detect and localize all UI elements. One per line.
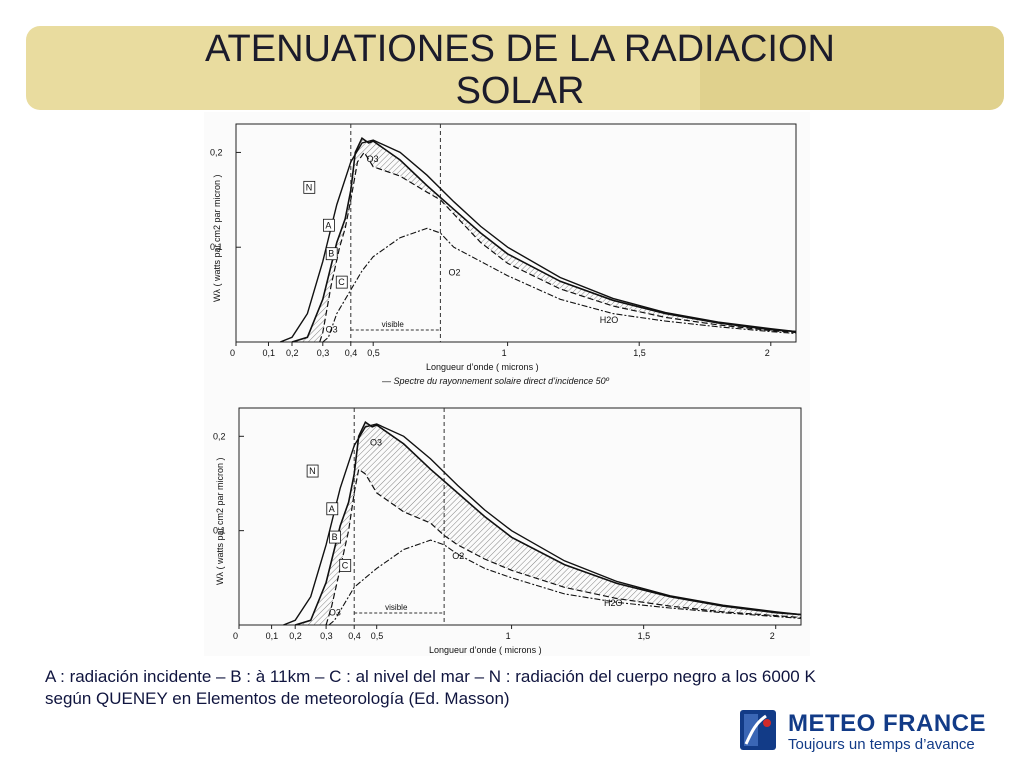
chart1-series-label-box-b [325,247,338,261]
logo-tagline: Toujours un temps d’avance [788,736,975,753]
chart1-series-b [319,151,797,343]
chart1-series-label-n: N [306,182,313,192]
chart2-x-tick-label: 0,1 [266,631,279,641]
chart1-series-label-box-c [335,275,348,289]
chart2-series-label-a: A [329,504,335,514]
chart1-x-tick-label: 0,5 [367,348,380,358]
chart2-series-label-box-c [339,558,352,572]
chart1-series-label-b: B [328,249,334,259]
chart1-x-axis-label: Longueur d’onde ( microns ) [426,362,539,372]
chart2-plot-frame [238,407,802,626]
chart2-x-axis-label: Longueur d’onde ( microns ) [429,645,542,655]
chart1-absorption-hatch [292,138,796,342]
chart1-x-tick-label: 2 [765,348,770,358]
slide-title: ATENUATIONES DE LA RADIACION SOLAR [160,28,880,112]
chart1-band-label-o3-1: O3 [326,325,338,335]
chart1-y-tick-label: 0,1 [210,242,223,252]
caption-line1: A : radiación incidente – B : à 11km – C… [45,667,816,686]
chart1-band-label-h2o-3: H2O [600,315,619,325]
slide-title-line1: ATENUATIONES DE LA RADIACION [205,28,835,70]
chart2-series-label-box-b [329,530,341,544]
chart2-y-tick-label: 0,1 [213,526,226,536]
chart2-x-tick-label: 0,2 [289,631,302,641]
slide-title-line2: SOLAR [455,70,585,112]
caption-line2: según QUENEY en Elementos de meteorologí… [45,689,510,708]
chart2-x-tick-label: 2 [770,631,775,641]
chart2-series-label-box-n [306,464,319,478]
chart2-band-label-o3-1: O3 [329,608,341,618]
logo-name: METEO FRANCE [788,710,986,737]
chart2-series-label-c: C [342,560,349,570]
chart2-series-label-n: N [309,466,316,476]
chart2-series-n [283,423,802,626]
chart1-series-label-box-n [303,180,316,194]
chart1-x-tick-label: 0,1 [262,348,275,358]
chart1-band-label-o2-2: O2 [448,268,460,278]
chart1-x-tick-label: 0 [230,348,235,358]
chart1-series-n [279,139,797,343]
chart2-series-b [325,468,802,626]
chart2-x-tick-label: 0,5 [371,631,384,641]
chart2-x-tick-label: 0,3 [320,631,333,641]
chart2-series-label-b: B [332,532,338,542]
chart2-series-a [294,421,802,626]
chart2-x-tick-label: 0,4 [348,631,361,641]
chart2-series-label-box-a [326,502,339,516]
chart2-visible-label: visible [385,603,408,612]
chart1-series-label-a: A [325,220,331,230]
chart2-x-tick-label: 1,5 [638,631,651,641]
title-banner-shade [700,26,1004,110]
slide-caption: A : radiación incidente – B : à 11km – C… [45,666,985,710]
chart1-series-a [291,136,797,343]
spectrum-charts: visible N A B C O3 O3 O2 H2O 0 0,1 0,2 0,3 0,4 0,5 1 1,5… [210,123,802,655]
chart2-x-tick-label: 1 [506,631,511,641]
chart1-y-tick-label: 0,2 [210,147,223,157]
chart1-x-tick-label: 0,3 [317,348,330,358]
chart2-band-label-o2-2: O2 [452,551,464,561]
meteo-france-logo: METEO FRANCE Toujours un temps d’avance [740,708,1016,756]
chart2-band-label-h2o-3: H2O [604,598,623,608]
chart1-plot-frame [235,123,797,343]
spectrum-figure: visible N A B C O3 O3 O2 H2O 0 0,1 0,2 0,3 0,4 0,5 1 1,5… [204,112,810,656]
chart2-series-c [328,539,802,626]
chart2-x-tick-label: 0 [233,631,238,641]
chart2-absorption-hatch [295,422,801,625]
chart1-series-c [322,227,797,343]
chart1-series-label-c: C [338,277,345,287]
chart1-x-tick-label: 1,5 [633,348,646,358]
meteo-france-emblem-icon [740,710,776,750]
chart1-visible-label: visible [382,320,405,329]
chart2-y-axis-label: Wλ ( watts par cm2 par micron ) [215,457,225,585]
chart1-band-label-o3-0: O3 [366,154,378,164]
chart1-x-tick-label: 1 [502,348,507,358]
chart1-series-label-box-a [323,218,335,232]
chart2-band-label-o3-0: O3 [370,438,382,448]
chart1-y-axis-label: Wλ ( watts par cm2 par micron ) [212,174,222,302]
chart1-x-tick-label: 0,2 [286,348,299,358]
chart1-footnote: — Spectre du rayonnement solaire direct … [381,376,610,386]
chart1-x-tick-label: 0,4 [345,348,358,358]
chart2-y-tick-label: 0,2 [213,431,226,441]
